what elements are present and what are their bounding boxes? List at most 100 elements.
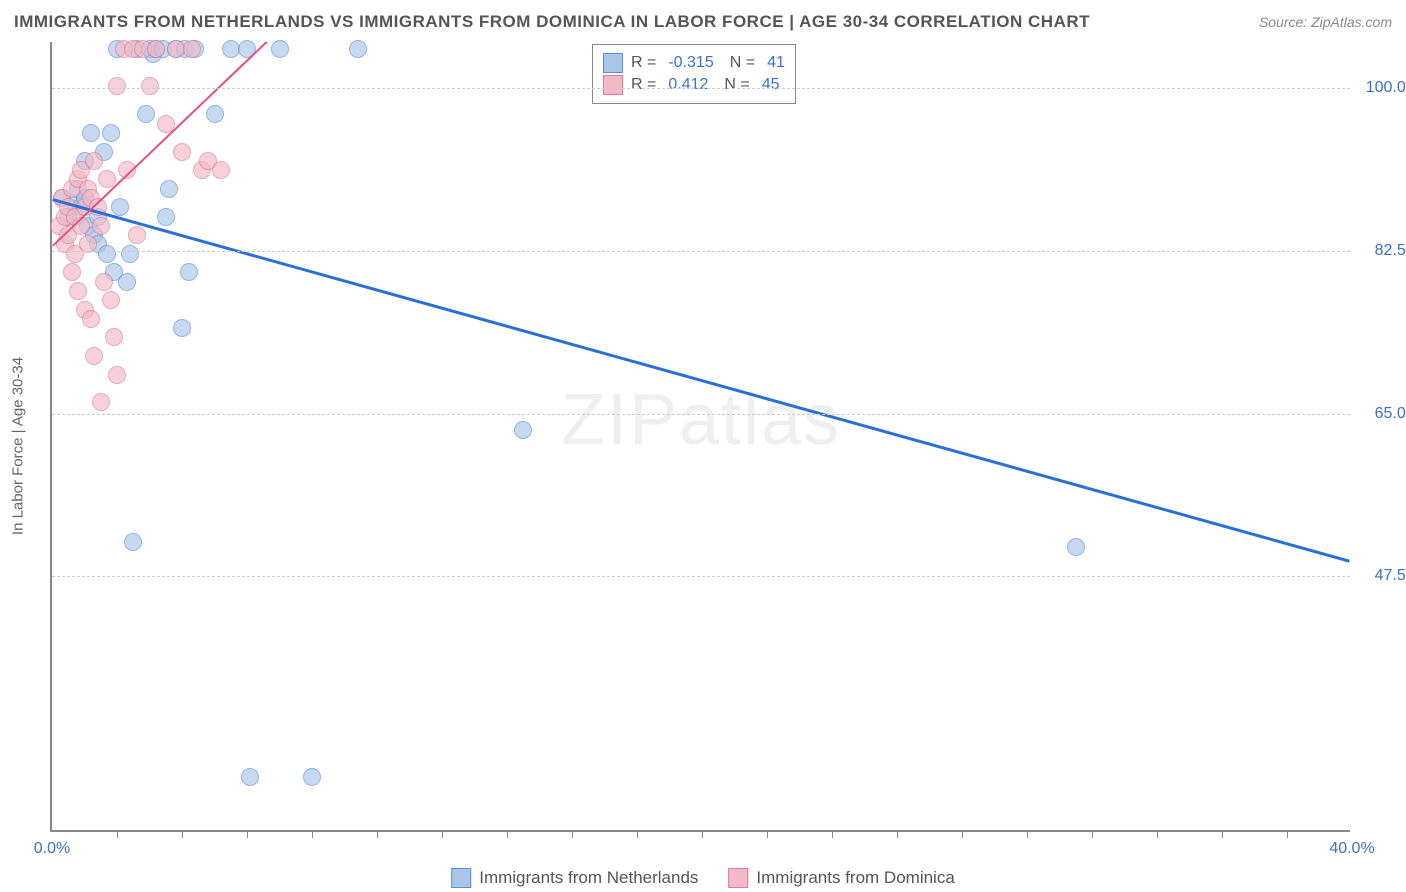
data-point bbox=[108, 77, 126, 95]
x-tick bbox=[767, 830, 768, 838]
watermark: ZIPatlas bbox=[561, 379, 841, 461]
data-point bbox=[82, 124, 100, 142]
x-tick bbox=[312, 830, 313, 838]
x-tick bbox=[1092, 830, 1093, 838]
y-tick-label: 65.0% bbox=[1360, 405, 1406, 423]
data-point bbox=[183, 40, 201, 58]
data-point bbox=[141, 77, 159, 95]
legend-r-label: R = bbox=[631, 76, 656, 94]
legend-swatch bbox=[728, 868, 748, 888]
data-point bbox=[92, 217, 110, 235]
data-point bbox=[238, 40, 256, 58]
x-tick bbox=[247, 830, 248, 838]
data-point bbox=[82, 310, 100, 328]
trendline bbox=[53, 200, 1350, 562]
data-point bbox=[85, 347, 103, 365]
x-tick bbox=[507, 830, 508, 838]
data-point bbox=[124, 533, 142, 551]
data-point bbox=[180, 263, 198, 281]
data-point bbox=[147, 40, 165, 58]
legend-n-value: 45 bbox=[762, 76, 780, 94]
data-point bbox=[212, 161, 230, 179]
data-point bbox=[63, 263, 81, 281]
data-point bbox=[1067, 538, 1085, 556]
data-point bbox=[72, 217, 90, 235]
x-tick bbox=[962, 830, 963, 838]
gridline bbox=[52, 251, 1350, 252]
legend-r-value: 0.412 bbox=[668, 76, 708, 94]
data-point bbox=[349, 40, 367, 58]
data-point bbox=[137, 105, 155, 123]
data-point bbox=[173, 319, 191, 337]
x-tick bbox=[377, 830, 378, 838]
legend-r-value: -0.315 bbox=[668, 54, 713, 72]
series-legend: Immigrants from Netherlands Immigrants fr… bbox=[451, 868, 955, 888]
data-point bbox=[102, 124, 120, 142]
x-tick bbox=[182, 830, 183, 838]
x-tick bbox=[702, 830, 703, 838]
data-point bbox=[160, 180, 178, 198]
source-attribution: Source: ZipAtlas.com bbox=[1259, 14, 1392, 30]
x-tick-label: 40.0% bbox=[1329, 840, 1374, 858]
gridline bbox=[52, 414, 1350, 415]
data-point bbox=[118, 161, 136, 179]
x-tick bbox=[832, 830, 833, 838]
x-tick bbox=[1287, 830, 1288, 838]
data-point bbox=[95, 273, 113, 291]
gridline bbox=[52, 576, 1350, 577]
x-tick bbox=[1222, 830, 1223, 838]
chart-title: IMMIGRANTS FROM NETHERLANDS VS IMMIGRANT… bbox=[14, 12, 1090, 32]
plot-area: ZIPatlas R =-0.315N =41R =0.412N =45 47.… bbox=[50, 42, 1350, 832]
data-point bbox=[121, 245, 139, 263]
data-point bbox=[118, 273, 136, 291]
y-axis-label: In Labor Force | Age 30-34 bbox=[10, 357, 27, 535]
data-point bbox=[69, 282, 87, 300]
data-point bbox=[89, 198, 107, 216]
series-name: Immigrants from Netherlands bbox=[479, 868, 698, 888]
y-tick-label: 82.5% bbox=[1360, 242, 1406, 260]
gridline bbox=[52, 88, 1350, 89]
x-tick bbox=[1027, 830, 1028, 838]
data-point bbox=[514, 421, 532, 439]
x-tick-label: 0.0% bbox=[34, 840, 70, 858]
legend-swatch bbox=[603, 53, 623, 73]
data-point bbox=[173, 143, 191, 161]
data-point bbox=[102, 291, 120, 309]
data-point bbox=[108, 366, 126, 384]
data-point bbox=[98, 245, 116, 263]
x-tick bbox=[442, 830, 443, 838]
data-point bbox=[157, 115, 175, 133]
x-tick bbox=[117, 830, 118, 838]
series-legend-item: Immigrants from Netherlands bbox=[451, 868, 698, 888]
data-point bbox=[105, 328, 123, 346]
data-point bbox=[111, 198, 129, 216]
data-point bbox=[303, 768, 321, 786]
y-tick-label: 47.5% bbox=[1360, 567, 1406, 585]
y-tick-label: 100.0% bbox=[1360, 79, 1406, 97]
legend-swatch bbox=[603, 75, 623, 95]
legend-row: R = -0.315 N = 41 bbox=[603, 53, 785, 73]
x-tick bbox=[637, 830, 638, 838]
legend-n-label: N = bbox=[724, 76, 749, 94]
data-point bbox=[241, 768, 259, 786]
x-tick bbox=[572, 830, 573, 838]
data-point bbox=[157, 208, 175, 226]
data-point bbox=[128, 226, 146, 244]
legend-n-label: N = bbox=[730, 54, 755, 72]
data-point bbox=[271, 40, 289, 58]
series-legend-item: Immigrants from Dominica bbox=[728, 868, 954, 888]
data-point bbox=[92, 393, 110, 411]
correlation-chart: IMMIGRANTS FROM NETHERLANDS VS IMMIGRANT… bbox=[0, 0, 1406, 892]
legend-n-value: 41 bbox=[767, 54, 785, 72]
data-point bbox=[206, 105, 224, 123]
legend-r-label: R = bbox=[631, 54, 656, 72]
x-tick bbox=[1157, 830, 1158, 838]
data-point bbox=[98, 170, 116, 188]
correlation-legend-box: R = -0.315 N = 41 R = 0.412 N = 45 bbox=[592, 44, 796, 104]
trend-lines-layer bbox=[52, 42, 1350, 830]
legend-row: R = 0.412 N = 45 bbox=[603, 75, 785, 95]
series-name: Immigrants from Dominica bbox=[756, 868, 954, 888]
x-tick bbox=[897, 830, 898, 838]
data-point bbox=[85, 152, 103, 170]
legend-swatch bbox=[451, 868, 471, 888]
